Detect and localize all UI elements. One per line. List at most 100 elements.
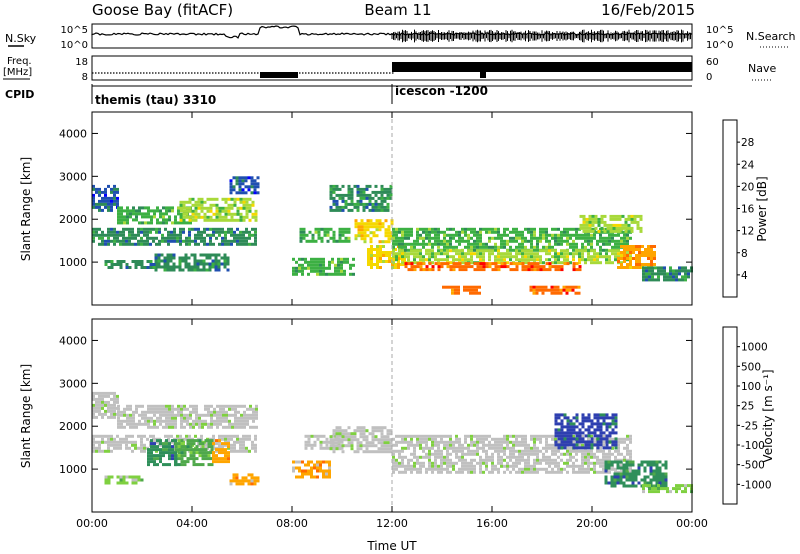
power-colorbar-label-4: 20 xyxy=(741,181,754,193)
power-colorbar-label-2: 12 xyxy=(741,226,754,238)
time-tick-label-5: 20:00 xyxy=(576,517,608,530)
freq-label-line2: [MHz] xyxy=(3,67,32,78)
time-tick-label-3: 12:00 xyxy=(376,517,408,530)
power-ytick-label-1: 2000 xyxy=(59,213,87,226)
power-colorbar-frame xyxy=(722,119,738,298)
velocity-colorbar-label-5: -100 xyxy=(741,440,765,452)
power-region-6 xyxy=(229,176,260,195)
velocity-region-1 xyxy=(92,391,119,419)
velocity-x-ticks: 00:00 04:00 08:00 12:00 16:00 20:00 00:00 xyxy=(76,319,708,530)
power-colorbar-label: Power [dB] xyxy=(755,176,769,241)
nsearch-trace-bars xyxy=(391,29,693,43)
velocity-region-4 xyxy=(174,439,214,467)
power-ytick-label-0: 1000 xyxy=(59,256,87,269)
power-panel: 1000 2000 3000 4000 Slant Range [km] xyxy=(19,111,693,306)
velocity-colorbar-frame xyxy=(722,326,738,505)
power-region-15 xyxy=(442,285,481,295)
cpid-label: CPID xyxy=(5,88,34,101)
power-region-16 xyxy=(529,285,581,295)
velocity-colorbar-label-3: 25 xyxy=(741,401,754,413)
power-region-18 xyxy=(617,245,656,269)
power-region-14 xyxy=(404,262,582,272)
power-colorbar-label-5: 24 xyxy=(741,159,755,171)
power-region-19 xyxy=(642,266,693,282)
power-colorbar-label-3: 16 xyxy=(741,204,755,216)
noise-tick-right-top: 10^5 xyxy=(706,25,733,36)
power-region-17 xyxy=(579,214,643,233)
power-ytick-label-3: 4000 xyxy=(59,127,87,140)
velocity-colorbar-label-4: -25 xyxy=(741,420,758,432)
power-region-3 xyxy=(179,197,258,222)
velocity-ytick-label-2: 3000 xyxy=(59,377,87,390)
power-y-ticks: 1000 2000 3000 4000 xyxy=(59,127,692,269)
velocity-ytick-label-1: 2000 xyxy=(59,420,87,433)
power-region-10 xyxy=(354,219,394,244)
power-ylabel: Slant Range [km] xyxy=(19,157,33,261)
station-title: Goose Bay (fitACF) xyxy=(92,1,233,19)
freq-tick-bottom: 8 xyxy=(82,72,88,83)
time-tick-label-0: 00:00 xyxy=(76,517,108,530)
power-region-5 xyxy=(104,260,156,269)
velocity-region-14 xyxy=(642,484,693,494)
date-title: 16/Feb/2015 xyxy=(601,1,695,19)
velocity-colorbar-label: Velocity [m s⁻¹] xyxy=(761,369,775,462)
power-region-1 xyxy=(92,184,119,212)
nsky-label: N.Sky xyxy=(5,32,37,45)
velocity-region-8 xyxy=(292,460,331,479)
power-x-ticks xyxy=(91,112,693,305)
time-tick-label-6: 00:00 xyxy=(676,517,708,530)
power-region-7 xyxy=(299,227,351,243)
nave-tick-top: 60 xyxy=(706,57,719,68)
velocity-region-5 xyxy=(212,439,230,464)
freq-tick-top: 18 xyxy=(75,57,88,68)
nsearch-label: N.Search xyxy=(746,30,796,43)
velocity-ylabel: Slant Range [km] xyxy=(19,364,33,468)
velocity-region-13 xyxy=(604,460,668,488)
freq-trace-burst xyxy=(260,72,298,78)
velocity-colorbar-label-7: -1000 xyxy=(741,479,772,491)
velocity-region-11 xyxy=(392,434,632,474)
freq-label-line1: Freq. xyxy=(7,56,32,67)
velocity-colorbar-label-2: 100 xyxy=(741,381,761,393)
velocity-y-ticks: 1000 2000 3000 4000 xyxy=(59,334,692,476)
nave-tick-bottom: 0 xyxy=(706,72,712,83)
velocity-regions xyxy=(92,391,693,494)
time-tick-label-1: 04:00 xyxy=(176,517,208,530)
power-region-12 xyxy=(392,227,632,252)
velocity-region-10 xyxy=(329,426,393,454)
velocity-region-6 xyxy=(104,475,144,485)
power-colorbar-label-1: 8 xyxy=(741,248,748,260)
power-region-9 xyxy=(329,184,393,212)
noise-tick-left-bottom: 10^0 xyxy=(61,40,88,51)
velocity-panel: 1000 2000 3000 4000 00:00 04:00 08:00 12:00 16:… xyxy=(19,318,708,530)
power-colorbar-label-6: 28 xyxy=(741,137,754,149)
velocity-region-7 xyxy=(229,473,260,486)
velocity-colorbar: 1000 500 100 25 -25 -100 -500 -1000 xyxy=(722,326,772,505)
nave-trace-block xyxy=(392,62,692,72)
power-region-4 xyxy=(154,253,230,272)
freq-trace xyxy=(92,62,692,78)
summary-panels: N.Sky 10^5 10^0 10^5 10^0 N.Search Freq.… xyxy=(3,23,796,107)
power-colorbar-label-0: 4 xyxy=(741,270,748,282)
velocity-region-2 xyxy=(117,404,258,429)
velocity-region-12 xyxy=(554,413,618,450)
velocity-colorbar-label-6: -500 xyxy=(741,460,765,472)
noise-tick-right-bottom: 10^0 xyxy=(706,40,733,51)
power-region-8 xyxy=(292,257,355,276)
power-ytick-label-2: 3000 xyxy=(59,170,87,183)
power-colorbar: 4 8 12 16 20 24 28 xyxy=(722,119,755,298)
noise-trace xyxy=(91,25,693,43)
cpid-segment-1: icescon -1200 xyxy=(395,84,488,98)
velocity-ytick-label-3: 4000 xyxy=(59,334,87,347)
time-tick-label-4: 16:00 xyxy=(476,517,508,530)
cpid-segment-0: themis (tau) 3310 xyxy=(95,93,216,107)
nave-trace-notch xyxy=(480,72,486,78)
noise-tick-left-top: 10^5 xyxy=(61,25,88,36)
power-region-0 xyxy=(92,227,257,246)
velocity-ytick-label-0: 1000 xyxy=(59,463,87,476)
time-tick-label-2: 08:00 xyxy=(276,517,308,530)
nave-label: Nave xyxy=(748,62,776,75)
beam-title: Beam 11 xyxy=(364,1,431,19)
velocity-colorbar-label-1: 500 xyxy=(741,361,761,373)
